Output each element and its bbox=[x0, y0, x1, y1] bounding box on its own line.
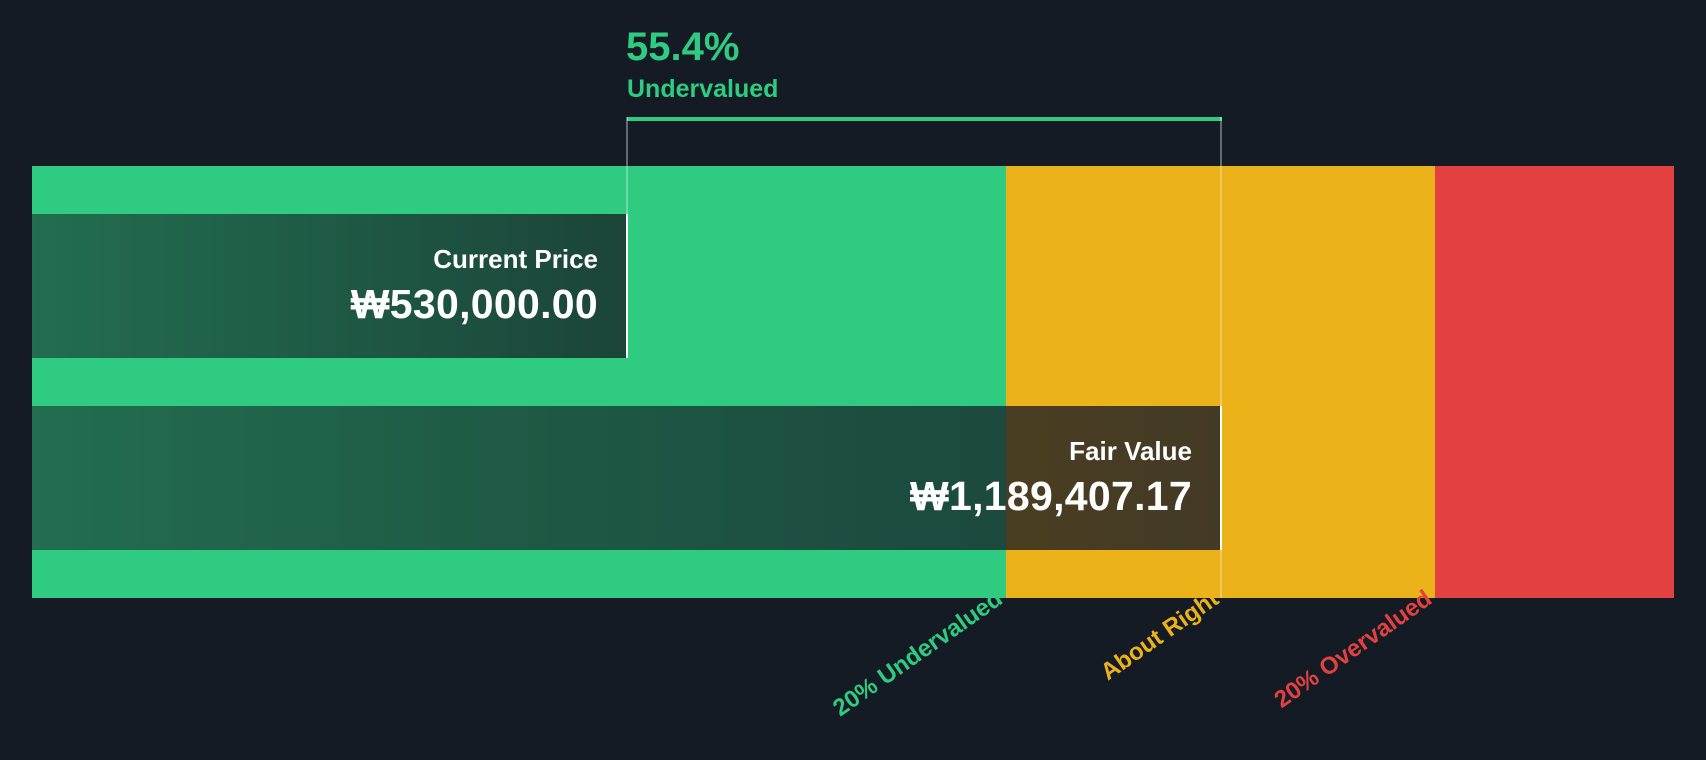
fair-value-zone-guide bbox=[1220, 166, 1222, 598]
headline-verdict: Undervalued bbox=[627, 75, 779, 103]
fair-value-label: Fair Value bbox=[1069, 436, 1192, 466]
current-price-label: Current Price bbox=[433, 244, 598, 274]
current-price-marker bbox=[626, 214, 628, 358]
axis-label-about-right: About Right bbox=[1095, 585, 1224, 686]
fair-value-marker bbox=[1220, 406, 1222, 550]
headline-percent: 55.4% bbox=[626, 25, 740, 69]
current-price-bar: Current Price ₩530,000.00 bbox=[32, 214, 626, 358]
axis-label-undervalued: 20% Undervalued bbox=[828, 585, 1008, 722]
fair-value-bar-yellow-overlay bbox=[1006, 406, 1220, 550]
current-price-guide bbox=[626, 117, 628, 214]
axis-label-overvalued: 20% Overvalued bbox=[1269, 585, 1437, 714]
fair-value-text: Fair Value ₩1,189,407.17 bbox=[32, 406, 1220, 550]
current-price-zone-guide bbox=[626, 166, 628, 214]
current-price-value: ₩530,000.00 bbox=[350, 281, 598, 327]
zone-overvalued bbox=[1435, 166, 1674, 598]
fair-value-value: ₩1,189,407.17 bbox=[910, 473, 1192, 519]
discount-bracket-line bbox=[627, 117, 1222, 121]
